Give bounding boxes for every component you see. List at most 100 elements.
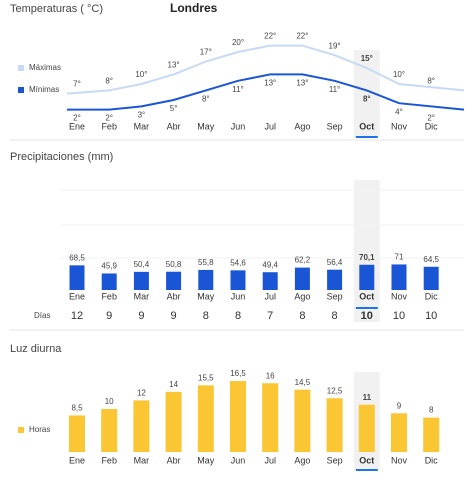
month-label: Ago xyxy=(294,121,310,131)
chart-title: Precipitaciones (mm) xyxy=(10,151,113,163)
days-value: 7 xyxy=(267,310,273,322)
value-label: 7° xyxy=(73,80,81,89)
bar xyxy=(165,391,182,452)
month-label: Abr xyxy=(167,291,181,301)
value-label: 8° xyxy=(202,95,210,104)
temperature-line xyxy=(66,44,465,95)
month-label: Oct xyxy=(359,455,374,465)
days-value: 10 xyxy=(425,310,437,322)
bar xyxy=(294,267,310,290)
value-label: 8° xyxy=(105,77,113,86)
value-label: 22° xyxy=(296,32,308,41)
value-label: 19° xyxy=(329,41,341,50)
month-label: Abr xyxy=(167,455,181,465)
month-label: Mar xyxy=(134,455,150,465)
value-label: 56,4 xyxy=(327,258,343,267)
value-label: 8,5 xyxy=(71,404,83,413)
legend-label: Mínimas xyxy=(29,85,59,94)
days-value: 10 xyxy=(393,310,405,322)
bar xyxy=(262,383,279,452)
month-label: Mar xyxy=(134,291,150,301)
value-label: 14 xyxy=(169,380,178,389)
value-label: 15° xyxy=(361,54,373,63)
month-label: Jun xyxy=(231,455,246,465)
bar xyxy=(230,270,246,290)
month-label: Ene xyxy=(69,291,85,301)
month-label: Jun xyxy=(231,121,246,131)
days-label: Días xyxy=(34,311,50,320)
month-label: Abr xyxy=(167,121,181,131)
legend-swatch xyxy=(18,427,24,433)
value-label: 12,5 xyxy=(327,386,343,395)
bar xyxy=(197,385,214,452)
month-label: Ago xyxy=(294,291,310,301)
bar xyxy=(327,269,343,290)
legend-label: Máximas xyxy=(29,63,61,72)
value-label: 10 xyxy=(105,397,114,406)
bar xyxy=(133,400,150,452)
highlight-underline xyxy=(355,307,378,309)
value-label: 55,8 xyxy=(198,258,214,267)
highlight-underline xyxy=(355,469,378,471)
days-value: 10 xyxy=(361,310,373,322)
value-label: 15,5 xyxy=(198,373,214,382)
value-label: 8 xyxy=(429,406,434,415)
legend-swatch xyxy=(18,65,24,71)
chart-title: Luz diurna xyxy=(10,343,62,355)
value-label: 13° xyxy=(296,79,308,88)
month-label: Sep xyxy=(327,455,343,465)
value-label: 50,4 xyxy=(134,260,150,269)
month-label: Jul xyxy=(264,291,276,301)
bar xyxy=(423,266,439,290)
value-label: 8° xyxy=(427,77,435,86)
bar xyxy=(69,415,85,452)
value-label: 64,5 xyxy=(423,255,439,264)
month-label: Nov xyxy=(391,455,408,465)
value-label: 62,2 xyxy=(295,256,311,265)
month-label: May xyxy=(197,455,215,465)
value-label: 49,4 xyxy=(262,260,278,269)
bar xyxy=(326,398,343,452)
value-label: 20° xyxy=(232,38,244,47)
bar xyxy=(101,409,118,452)
month-label: Feb xyxy=(101,121,117,131)
value-label: 11° xyxy=(232,85,244,94)
month-label: Dic xyxy=(425,291,438,301)
highlight-underline xyxy=(355,136,378,138)
value-label: 54,6 xyxy=(230,258,246,267)
bar xyxy=(358,404,375,452)
value-label: 13° xyxy=(168,61,180,70)
days-value: 8 xyxy=(332,310,338,322)
days-value: 9 xyxy=(138,310,144,322)
value-label: 12 xyxy=(137,389,146,398)
temperature-line xyxy=(67,73,465,111)
value-label: 9 xyxy=(397,401,402,410)
value-label: 50,8 xyxy=(166,260,182,269)
value-label: 17° xyxy=(200,48,212,57)
value-label: 45,9 xyxy=(101,262,117,271)
month-label: Ene xyxy=(69,121,85,131)
bar xyxy=(294,389,311,452)
days-value: 12 xyxy=(71,310,83,322)
days-value: 8 xyxy=(299,310,305,322)
value-label: 13° xyxy=(264,79,276,88)
value-label: 68,5 xyxy=(69,253,85,262)
month-label: May xyxy=(197,291,215,301)
bar xyxy=(391,264,407,290)
value-label: 4° xyxy=(395,107,403,116)
bar xyxy=(101,273,117,290)
bar xyxy=(262,272,278,290)
month-label: Feb xyxy=(101,291,117,301)
month-label: Nov xyxy=(391,291,408,301)
bar xyxy=(359,264,375,290)
highlight-column xyxy=(353,180,380,322)
month-label: Jul xyxy=(264,121,276,131)
bar xyxy=(133,271,149,290)
month-label: Feb xyxy=(101,455,117,465)
chart-title: Temperaturas ( °C) xyxy=(10,3,103,15)
value-label: 70,1 xyxy=(359,253,375,262)
month-label: Ene xyxy=(69,455,85,465)
legend-label: Horas xyxy=(29,425,50,434)
month-label: May xyxy=(197,121,215,131)
days-value: 8 xyxy=(203,310,209,322)
